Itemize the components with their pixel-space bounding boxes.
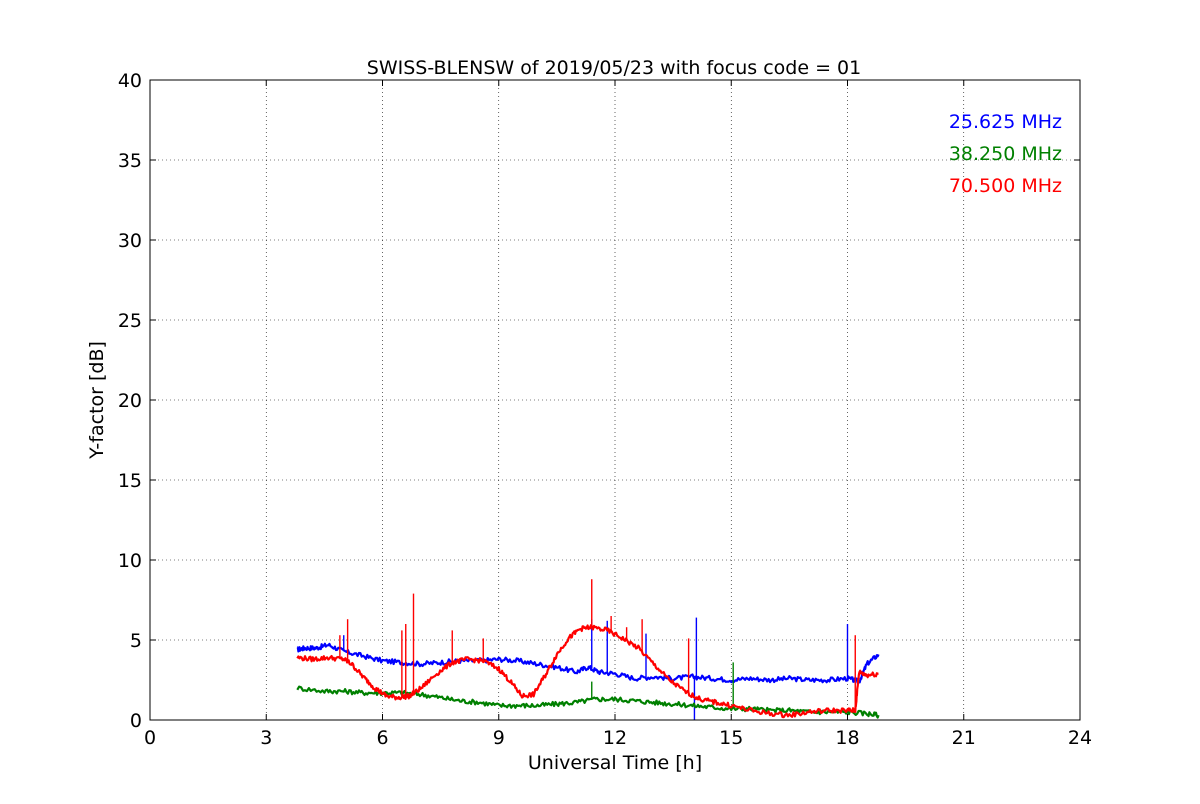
grid-layer xyxy=(150,80,1080,720)
legend-entry: 25.625 MHz xyxy=(949,111,1062,133)
y-tick-label: 0 xyxy=(130,710,142,732)
x-tick-label: 15 xyxy=(719,727,743,749)
tick-layer: 0 3 6 9 12 15 18 21 24 0 5 10 15 20 25 30 35 40 xyxy=(118,70,1092,749)
x-axis-label: Universal Time [h] xyxy=(528,752,702,774)
x-tick-label: 18 xyxy=(835,727,859,749)
legend-entry: 70.500 MHz xyxy=(949,175,1062,197)
x-tick-label: 6 xyxy=(376,727,388,749)
y-tick-label: 20 xyxy=(118,390,142,412)
series-group xyxy=(296,617,880,720)
chart-title: SWISS-BLENSW of 2019/05/23 with focus co… xyxy=(367,57,861,79)
y-tick-label: 10 xyxy=(118,550,142,572)
series-layer xyxy=(296,579,880,720)
x-tick-label: 24 xyxy=(1068,727,1092,749)
y-tick-label: 15 xyxy=(118,470,142,492)
series-line xyxy=(296,642,880,684)
x-tick-label: 9 xyxy=(493,727,505,749)
x-tick-label: 12 xyxy=(603,727,627,749)
y-tick-label: 5 xyxy=(130,630,142,652)
x-tick-label: 21 xyxy=(952,727,976,749)
y-tick-label: 40 xyxy=(118,70,142,92)
legend: 25.625 MHz 38.250 MHz 70.500 MHz xyxy=(949,111,1062,197)
series-line xyxy=(296,624,879,719)
series-group xyxy=(296,579,879,719)
x-tick-label: 3 xyxy=(260,727,272,749)
legend-entry: 38.250 MHz xyxy=(949,143,1062,165)
y-tick-label: 25 xyxy=(118,310,142,332)
y-tick-label: 35 xyxy=(118,150,142,172)
y-axis-label: Y-factor [dB] xyxy=(86,341,108,460)
x-tick-label: 0 xyxy=(144,727,156,749)
y-tick-label: 30 xyxy=(118,230,142,252)
